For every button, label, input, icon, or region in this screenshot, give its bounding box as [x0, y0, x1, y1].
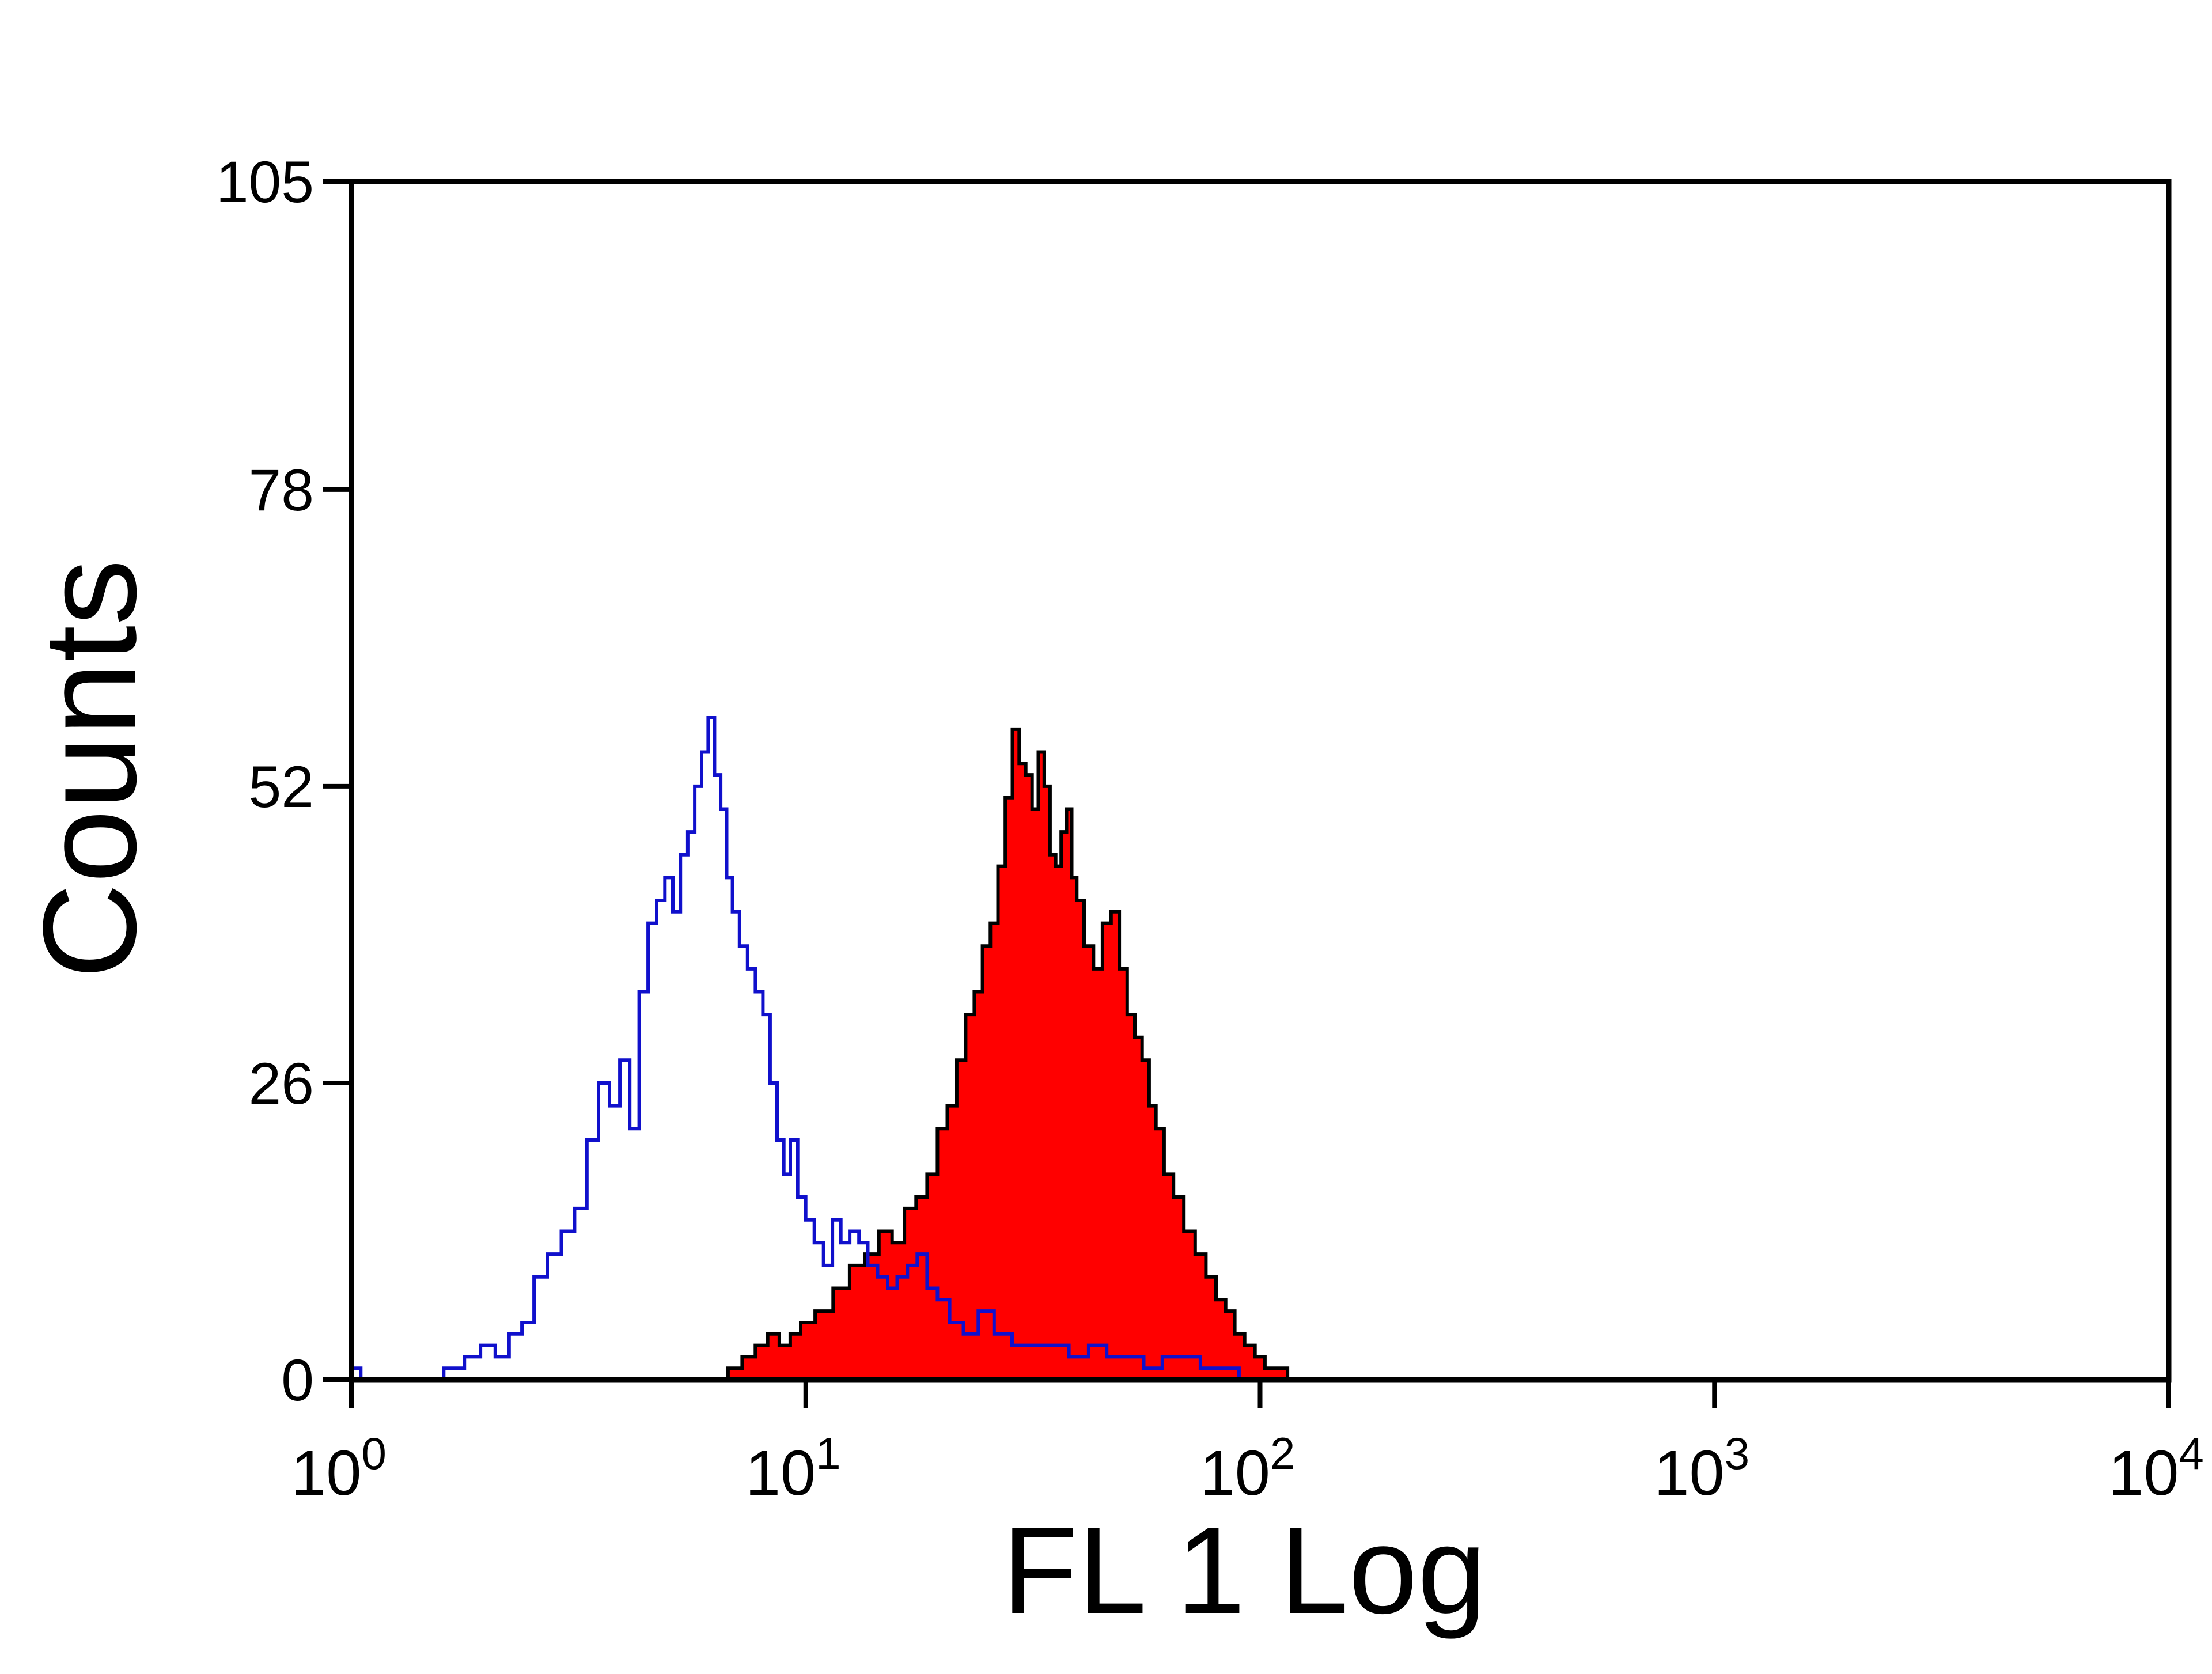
- plot-frame: [349, 179, 2172, 1383]
- y-axis-ticks: 0 26 52 78 105: [216, 149, 351, 1413]
- outline-histogram-layer: [351, 716, 1261, 1381]
- outline-histogram-series: [351, 716, 1261, 1381]
- x-tick-label: 101: [745, 1428, 841, 1509]
- x-tick-label: 104: [2108, 1428, 2204, 1509]
- x-axis-ticks: 100 101 102 103 104: [291, 1380, 2204, 1509]
- x-tick-label: 100: [291, 1428, 387, 1509]
- y-axis-title: Counts: [16, 559, 164, 979]
- x-axis-title: FL 1 Log: [1002, 1501, 1487, 1639]
- y-tick-label: 52: [249, 754, 314, 820]
- filled-histogram-series: [713, 727, 1305, 1381]
- x-tick-label: 102: [1200, 1428, 1296, 1509]
- y-tick-label: 78: [249, 457, 314, 523]
- y-tick-label: 0: [281, 1347, 314, 1413]
- y-tick-label: 26: [249, 1051, 314, 1116]
- y-tick-label: 105: [216, 149, 314, 215]
- x-tick-label: 103: [1654, 1428, 1749, 1509]
- filled-histogram-layer: [713, 727, 1305, 1381]
